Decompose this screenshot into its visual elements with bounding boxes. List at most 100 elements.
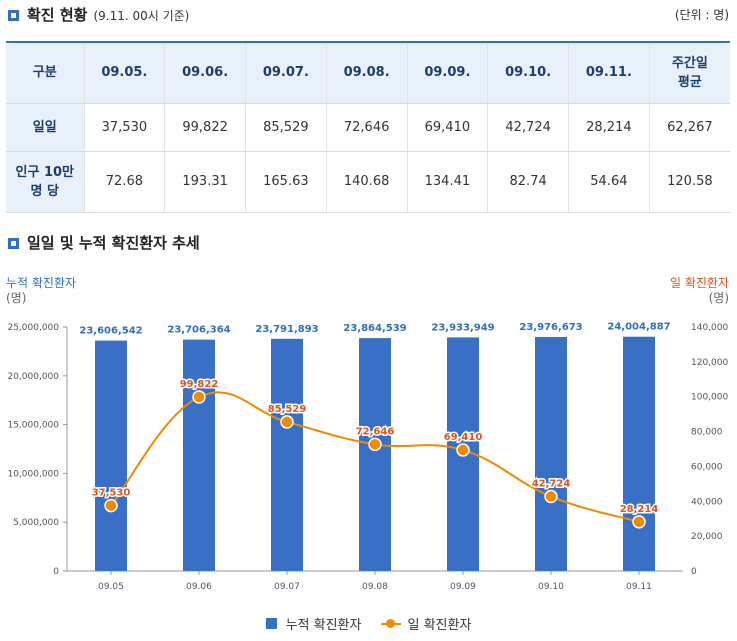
table-cell: 28,214 <box>568 103 650 152</box>
bar-value-label: 24,004,887 <box>607 322 670 333</box>
square-bullet-icon <box>8 238 19 249</box>
table-cell: 69,410 <box>407 103 489 152</box>
legend-item-daily[interactable]: 일 확진환자 <box>381 614 471 633</box>
cumulative-bar <box>95 340 127 571</box>
x-tick-label: 09.07 <box>274 582 300 592</box>
table-cell: 54.64 <box>568 151 650 213</box>
daily-value-label: 85,529 <box>268 404 307 415</box>
cumulative-bar <box>359 338 391 571</box>
left-axis-title: 누적 확진환자 (명) <box>6 276 76 306</box>
table-header-cell: 09.08. <box>326 42 408 104</box>
x-tick-label: 09.11 <box>626 582 652 592</box>
daily-point <box>544 489 558 504</box>
left-tick-label: 0 <box>53 567 59 577</box>
status-section-title: 확진 현황 (9.11. 00시 기준) <box>8 4 189 25</box>
left-axis-title-text: 누적 확진환자 <box>6 276 77 290</box>
table-unit: (단위 : 명) <box>674 8 729 22</box>
legend-bar-label: 누적 확진환자 <box>285 618 362 633</box>
daily-value-label: 37,530 <box>92 488 131 499</box>
trend-section-title: 일일 및 누적 확진환자 추세 <box>8 232 200 253</box>
cumulative-bar <box>535 336 567 571</box>
row-label: 일일 <box>6 103 85 152</box>
x-tick-label: 09.08 <box>362 582 388 592</box>
legend-line-marker-icon <box>381 618 402 629</box>
cumulative-bar <box>623 336 655 571</box>
daily-value-label: 28,214 <box>620 504 659 515</box>
table-cell: 72,646 <box>326 103 408 152</box>
cumulative-bar <box>183 339 215 571</box>
right-tick-label: 100,000 <box>691 393 728 403</box>
x-tick-label: 09.09 <box>450 582 476 592</box>
right-tick-label: 40,000 <box>691 497 723 507</box>
left-tick-label: 10,000,000 <box>7 469 59 479</box>
daily-point <box>456 443 470 457</box>
daily-value-label: 69,410 <box>444 432 483 443</box>
table-cell: 134.41 <box>407 151 489 213</box>
x-tick-label: 09.10 <box>538 582 564 592</box>
bar-value-label: 23,976,673 <box>519 322 582 333</box>
table-cell: 193.31 <box>164 151 246 213</box>
left-tick-label: 5,000,000 <box>13 518 59 528</box>
bar-value-label: 23,791,893 <box>255 324 318 335</box>
x-tick-label: 09.05 <box>98 582 124 592</box>
table-header-cell: 09.07. <box>245 42 327 104</box>
table-cell: 62,267 <box>649 103 730 152</box>
table-cell: 72.68 <box>84 151 166 213</box>
table-header-cell: 09.09. <box>407 42 489 104</box>
table-cell: 85,529 <box>245 103 327 152</box>
table-row: 일일 37,530 99,822 85,529 72,646 69,410 42,724 28… <box>6 103 730 152</box>
left-tick-label: 25,000,000 <box>7 323 59 333</box>
x-tick-label: 09.06 <box>186 582 212 592</box>
daily-point <box>192 390 206 404</box>
right-tick-label: 80,000 <box>691 428 723 438</box>
right-tick-label: 0 <box>691 567 697 577</box>
legend-item-cumulative[interactable]: 누적 확진환자 <box>265 614 362 633</box>
table-cell: 140.68 <box>326 151 408 213</box>
right-axis-unit: (명) <box>708 291 729 305</box>
status-title: 확진 현황 <box>27 6 88 24</box>
right-axis-title: 일 확진환자 (명) <box>670 276 729 306</box>
table-cell: 37,530 <box>84 103 166 152</box>
table-header-row: 구분 09.05. 09.06. 09.07. 09.08. 09.09. 09.10. 09… <box>6 42 730 104</box>
right-tick-label: 140,000 <box>691 323 728 333</box>
legend-bar-swatch-icon <box>265 618 277 629</box>
bar-value-label: 23,933,949 <box>431 322 494 333</box>
table-header-cell: 주간일 평균 <box>649 42 730 104</box>
table-cell: 165.63 <box>245 151 327 213</box>
table-cell: 82.74 <box>487 151 569 213</box>
daily-value-label: 72,646 <box>356 426 395 437</box>
status-table: 구분 09.05. 09.06. 09.07. 09.08. 09.09. 09.10. 09… <box>6 41 730 213</box>
trend-chart: 0 5,000,000 10,000,000 15,000,000 20,000,000… <box>7 322 728 592</box>
table-cell: 42,724 <box>487 103 569 152</box>
daily-point <box>632 515 646 529</box>
chart-legend: 누적 확진환자 일 확진환자 <box>0 614 737 633</box>
row-label: 인구 10만 명 당 <box>6 151 85 213</box>
right-tick-label: 20,000 <box>691 532 723 542</box>
cumulative-bar <box>271 338 303 571</box>
table-header-cell: 09.06. <box>164 42 246 104</box>
right-tick-label: 60,000 <box>691 462 723 472</box>
table-row: 인구 10만 명 당 72.68 193.31 165.63 140.68 134.41 82… <box>6 151 730 213</box>
daily-point <box>280 415 294 429</box>
table-header-cell: 09.05. <box>84 42 166 104</box>
left-axis-unit: (명) <box>6 291 27 305</box>
bar-value-label: 23,706,364 <box>167 325 230 336</box>
trend-title: 일일 및 누적 확진환자 추세 <box>27 234 200 252</box>
table-header-cell: 구분 <box>6 42 85 104</box>
left-tick-label: 20,000,000 <box>7 372 59 382</box>
legend-line-label: 일 확진환자 <box>407 618 472 633</box>
right-tick-label: 120,000 <box>691 358 728 368</box>
daily-value-label: 42,724 <box>532 479 571 490</box>
left-tick-label: 15,000,000 <box>7 421 59 431</box>
daily-point <box>368 437 382 452</box>
right-axis-title-text: 일 확진환자 <box>669 276 729 290</box>
table-cell: 120.58 <box>649 151 730 213</box>
bar-value-label: 23,606,542 <box>79 326 142 337</box>
daily-point <box>104 498 118 513</box>
status-subtitle: (9.11. 00시 기준) <box>93 9 190 23</box>
table-cell: 99,822 <box>164 103 246 152</box>
square-bullet-icon <box>8 10 19 21</box>
table-header-cell: 09.10. <box>487 42 569 104</box>
daily-value-label: 99,822 <box>180 379 219 390</box>
bar-value-label: 23,864,539 <box>343 323 406 334</box>
